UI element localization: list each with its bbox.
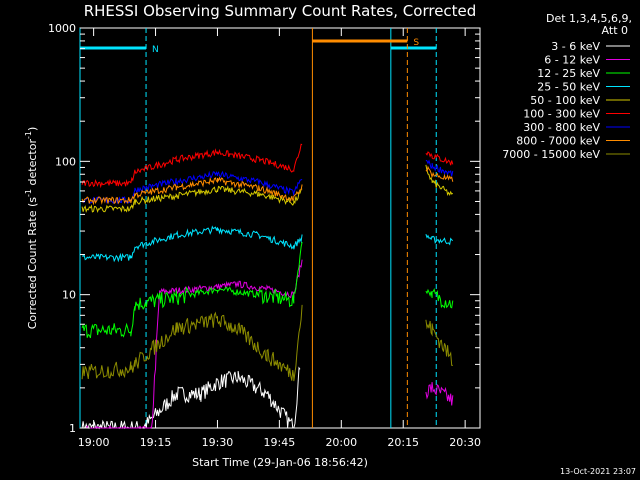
x-tick-label: 19:45	[264, 436, 296, 449]
legend-label: 3 - 6 keV	[551, 40, 600, 53]
series-line	[81, 366, 301, 430]
legend-label: 6 - 12 keV	[544, 54, 600, 67]
series-line	[81, 241, 303, 339]
x-axis: 19:00 19:15 19:30 19:45 20:00 20:15 20:30	[78, 28, 481, 449]
series-line	[425, 151, 454, 166]
series-line	[425, 234, 454, 246]
series-line	[425, 287, 454, 309]
series-line	[81, 225, 303, 263]
series-line	[81, 176, 303, 206]
flag-label: S	[413, 38, 419, 48]
x-tick-label: 19:30	[202, 436, 234, 449]
series-line	[425, 164, 454, 196]
series-line	[81, 304, 303, 382]
legend-title-2: Att 0	[602, 24, 628, 37]
flag-layer: NS	[79, 28, 437, 428]
legend-label: 100 - 300 keV	[523, 108, 600, 121]
y-tick-label: 10	[62, 289, 76, 302]
series-layer	[81, 143, 454, 430]
legend-label: 25 - 50 keV	[537, 81, 600, 94]
x-axis-label: Start Time (29-Jan-06 18:56:42)	[192, 456, 368, 469]
legend-label: 7000 - 15000 keV	[502, 148, 600, 161]
legend-label: 50 - 100 keV	[530, 94, 600, 107]
series-line	[425, 382, 454, 406]
legend-label: 300 - 800 keV	[523, 121, 600, 134]
y-tick-label: 1	[69, 422, 76, 435]
series-line	[81, 143, 303, 189]
series-line	[425, 319, 453, 366]
chart-title: RHESSI Observing Summary Count Rates, Co…	[84, 2, 477, 20]
x-tick-label: 20:15	[387, 436, 419, 449]
y-tick-label: 100	[55, 155, 76, 168]
x-tick-label: 19:00	[78, 436, 110, 449]
series-line	[425, 159, 454, 177]
legend-label: 12 - 25 keV	[537, 67, 600, 80]
flag-label: N	[152, 45, 159, 55]
footer-date: 13-Oct-2021 23:07	[560, 467, 636, 476]
x-tick-label: 20:00	[325, 436, 357, 449]
x-tick-label: 20:30	[449, 436, 481, 449]
series-line	[82, 259, 303, 429]
legend-label: 800 - 7000 keV	[516, 135, 600, 148]
y-axis: 1 10 100 1000	[48, 22, 480, 435]
x-tick-label: 19:15	[140, 436, 172, 449]
y-axis-label: Corrected Count Rate (s-1 detector-1)	[24, 127, 39, 330]
y-tick-label: 1000	[48, 22, 76, 35]
series-line	[81, 185, 303, 214]
legend-title-1: Det 1,3,4,5,6,9,	[546, 12, 632, 25]
series-line	[425, 165, 454, 182]
